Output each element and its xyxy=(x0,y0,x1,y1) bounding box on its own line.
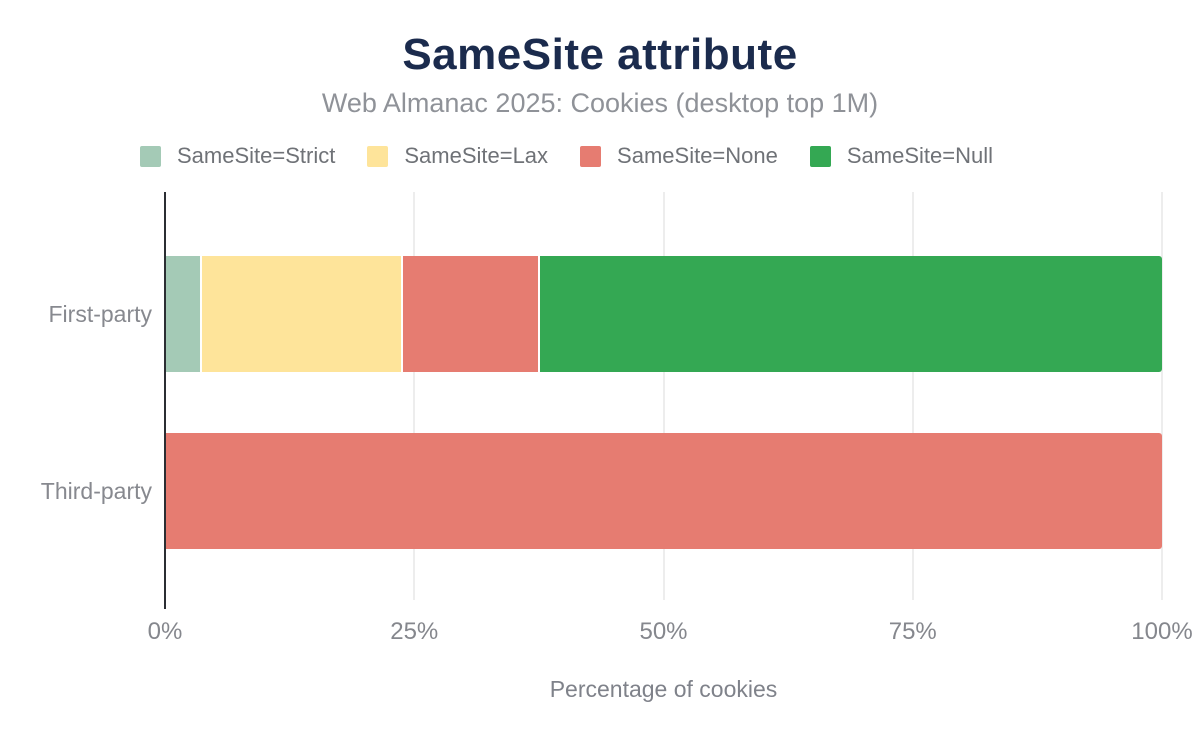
x-tick-75%: 75% xyxy=(888,618,937,645)
bar-segment Third-party SameSite=None 100%[interactable] xyxy=(166,433,1162,549)
legend-swatch-icon xyxy=(367,145,389,167)
bar-segment First-party SameSite=Lax 20.2%[interactable] xyxy=(199,256,402,372)
legend-item-2: SameSite=Lax xyxy=(367,143,548,169)
chart-title: SameSite attribute xyxy=(402,30,798,79)
legend-label: SameSite=None xyxy=(617,143,778,168)
legend: SameSite=Strict SameSite=Lax SameSite=None… xyxy=(140,143,993,169)
legend-label: SameSite=Null xyxy=(846,143,994,168)
legend-swatch-icon xyxy=(580,145,602,167)
x-tick-0%: 0% xyxy=(147,618,183,645)
x-tick-100%: 100% xyxy=(1131,618,1193,645)
chart-subtitle: Web Almanac 2025: Cookies (desktop top 1… xyxy=(321,88,879,118)
bar-row-third-party xyxy=(166,433,1162,549)
bar-segment First-party SameSite=None 13.8%[interactable] xyxy=(401,256,539,372)
x-tick-50%: 50% xyxy=(639,618,688,645)
bar-segment First-party SameSite=Null 62.6%[interactable] xyxy=(538,256,1162,372)
legend-item-1: SameSite=Strict xyxy=(140,143,335,169)
x-tick-25%: 25% xyxy=(390,618,439,645)
legend-swatch-icon xyxy=(809,145,831,167)
bar-row-first-party xyxy=(166,256,1162,372)
legend-swatch-icon xyxy=(140,145,161,167)
y-axis-line xyxy=(164,192,166,609)
gridline-75% xyxy=(911,192,914,600)
category-label-third-party: Third-party xyxy=(40,477,152,504)
legend-item-3: SameSite=None xyxy=(580,143,778,169)
gridline-25% xyxy=(413,192,416,600)
category-label-first-party: First-party xyxy=(48,300,153,327)
bar-segment First-party SameSite=Strict 3.4%[interactable] xyxy=(166,256,200,372)
legend-label: SameSite=Lax xyxy=(404,143,549,168)
x-axis-title: Percentage of cookies xyxy=(549,676,778,702)
gridline-100% xyxy=(1161,192,1163,600)
legend-label: SameSite=Strict xyxy=(177,143,336,168)
legend-item-4: SameSite=Null xyxy=(809,143,994,169)
gridline-50% xyxy=(662,192,665,600)
